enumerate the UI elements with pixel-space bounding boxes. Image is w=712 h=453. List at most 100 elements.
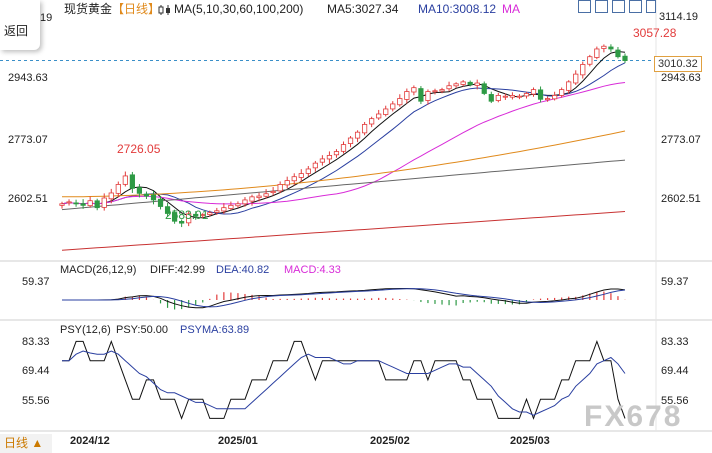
draw-tool-icon[interactable] xyxy=(595,0,608,13)
candle-body xyxy=(312,162,318,169)
x-label-dec: 2024/12 xyxy=(70,435,110,447)
candle-body xyxy=(263,193,269,197)
back-button[interactable]: 返回 xyxy=(0,0,40,50)
compare-icon[interactable] xyxy=(612,0,625,13)
candle-body xyxy=(594,48,600,58)
candle-body xyxy=(439,89,445,92)
price-axis-left-2: 2773.07 xyxy=(8,134,48,146)
high-annotation: 3057.28 xyxy=(633,26,677,40)
indicator-toggle-icon[interactable] xyxy=(578,0,591,13)
candle-body xyxy=(566,81,572,91)
macd-axis-left: 59.37 xyxy=(22,276,50,288)
price-axis-top: 3114.19 xyxy=(659,11,698,23)
macd-diff: DIFF:42.99 xyxy=(150,264,206,276)
candle-body xyxy=(418,88,424,102)
ma10-value: MA10:3008.12 xyxy=(418,2,497,16)
candle-body xyxy=(164,206,171,214)
ma60-line xyxy=(62,130,626,198)
menu-icon[interactable] xyxy=(646,0,656,13)
candle-body xyxy=(207,212,213,215)
candle-body xyxy=(115,184,121,194)
candle-body xyxy=(376,113,382,119)
candle-body xyxy=(108,192,114,200)
fullscreen-icon[interactable] xyxy=(629,0,642,13)
candle-body xyxy=(340,144,347,152)
watermark: FX678 xyxy=(584,400,683,433)
candle-body xyxy=(305,168,311,174)
psy-value: PSY:50.00 xyxy=(116,324,168,336)
candle-body xyxy=(530,89,537,95)
candle-body xyxy=(425,91,431,101)
candle-body xyxy=(270,191,276,194)
macd-dea-line xyxy=(62,288,626,308)
ma5-value: MA5:3027.34 xyxy=(327,2,399,16)
ma-legend-more: MA xyxy=(502,2,520,16)
candle-body xyxy=(221,207,227,212)
candle-body xyxy=(354,131,361,139)
candle-body xyxy=(122,175,128,185)
price-axis-left-1: 2943.63 xyxy=(8,72,48,84)
candle-body xyxy=(284,180,290,186)
peak-annotation: 2726.05 xyxy=(117,142,161,156)
candle-body xyxy=(369,118,375,125)
psyma-value: PSYMA:63.89 xyxy=(180,324,250,336)
psy-axis-left-1: 83.33 xyxy=(22,336,50,348)
psy-axis-right-3: 55.56 xyxy=(661,395,689,407)
ma200-line xyxy=(61,211,626,251)
ma-settings-label: MA(5,10,30,60,100,200) xyxy=(174,2,304,16)
candle-body xyxy=(319,158,325,163)
candle-body xyxy=(214,210,220,213)
price-axis-right-1: 2943.63 xyxy=(661,72,701,84)
candlestick-series xyxy=(59,44,628,228)
axis-left-top-label: 19 xyxy=(40,12,53,24)
macd-panel xyxy=(62,288,626,310)
candle-body xyxy=(101,197,107,208)
price-axis-left-3: 2602.51 xyxy=(8,193,48,205)
candle-body xyxy=(481,83,487,94)
candlestick-icon xyxy=(158,3,172,15)
candle-body xyxy=(537,89,544,100)
candle-body xyxy=(383,108,389,115)
candle-body xyxy=(129,174,135,189)
candle-body xyxy=(559,89,565,96)
macd-title: MACD(26,12,9) xyxy=(60,264,137,276)
price-axis-right-2: 2773.07 xyxy=(661,134,701,146)
candle-body xyxy=(397,98,403,106)
candle-body xyxy=(235,203,241,207)
candle-body xyxy=(298,173,304,178)
candle-body xyxy=(615,49,621,58)
candle-body xyxy=(523,93,530,97)
candle-body xyxy=(157,198,164,207)
psyma-line xyxy=(62,350,626,416)
candle-body xyxy=(242,199,248,205)
psy-title: PSY(12,6) xyxy=(60,324,111,336)
psy-axis-right-2: 69.44 xyxy=(661,365,689,377)
candle-body xyxy=(136,187,143,194)
macd-axis-right: 59.37 xyxy=(661,276,689,288)
candle-body xyxy=(446,85,452,90)
candle-body xyxy=(474,82,480,86)
candle-body xyxy=(193,213,199,217)
ma5-line xyxy=(61,50,626,219)
candle-body xyxy=(580,64,586,76)
x-label-jan: 2025/01 xyxy=(218,435,258,447)
current-price-tag: 3010.32 xyxy=(654,56,702,72)
candle-body xyxy=(80,203,86,206)
timeframe-tag: 【日线】 xyxy=(112,2,161,16)
candle-body xyxy=(488,94,494,102)
psy-axis-right-1: 83.33 xyxy=(661,336,689,348)
candle-body xyxy=(460,81,466,85)
ma100-line xyxy=(61,159,626,211)
instrument-name: 现货黄金 xyxy=(64,2,113,16)
psy-line xyxy=(62,339,626,420)
candle-body xyxy=(143,193,150,197)
candle-body xyxy=(467,81,473,85)
psy-axis-left-2: 69.44 xyxy=(22,365,50,377)
candle-body xyxy=(552,95,558,100)
candle-body xyxy=(73,202,79,205)
timeframe-button[interactable]: 日线 ▲ xyxy=(0,434,52,453)
candle-body xyxy=(171,212,178,222)
candle-body xyxy=(94,200,100,209)
psy-panel xyxy=(62,339,626,420)
candle-body xyxy=(362,124,368,134)
